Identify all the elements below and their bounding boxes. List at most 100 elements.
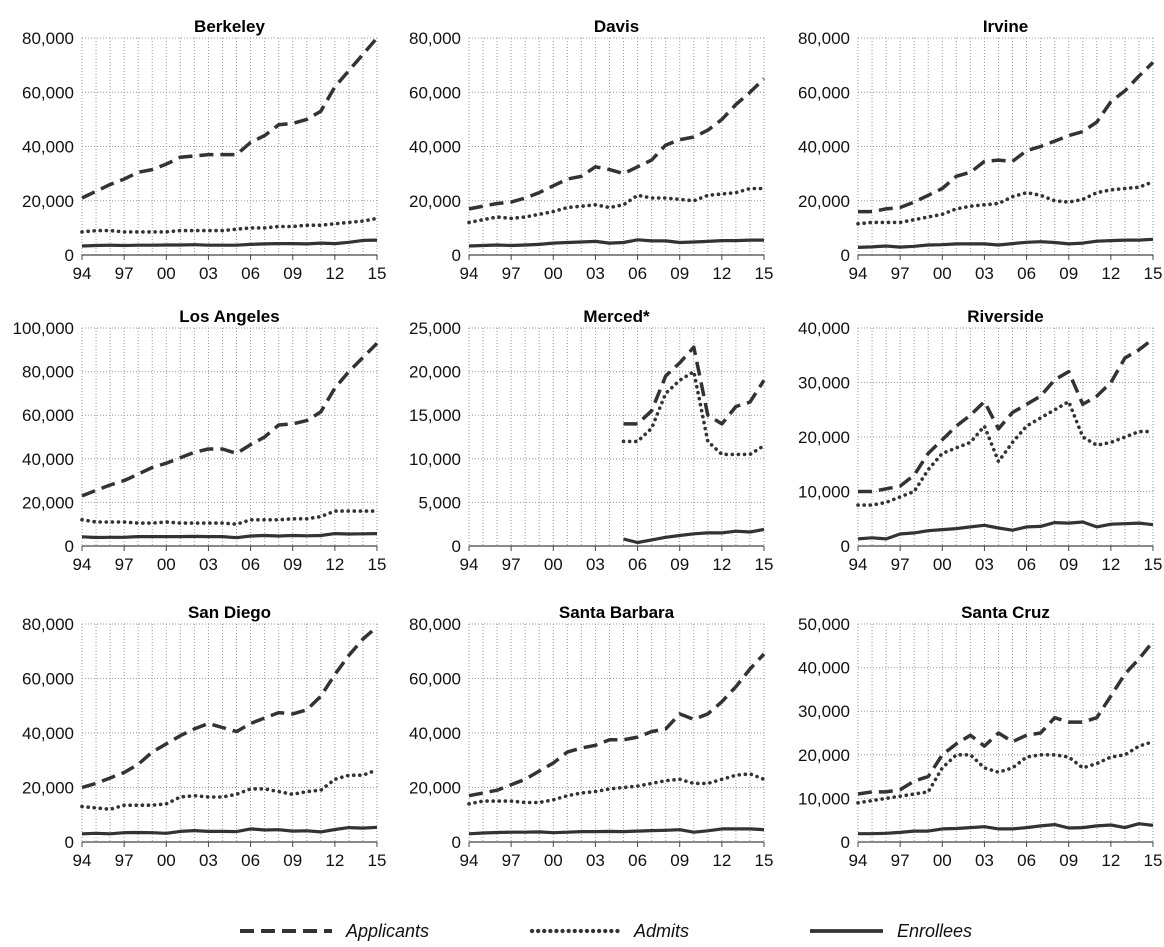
x-tick-label: 03 — [586, 851, 605, 870]
series-line-enrollees — [81, 238, 378, 248]
x-tick-label: 97 — [502, 851, 521, 870]
y-tick-label: 80,000 — [22, 615, 74, 634]
y-tick-label: 40,000 — [22, 450, 74, 469]
y-tick-label: 0 — [452, 246, 461, 265]
x-tick-label: 06 — [1017, 555, 1036, 574]
x-tick-label: 12 — [1101, 555, 1120, 574]
x-tick-label: 12 — [325, 851, 344, 870]
series-line-applicants — [81, 36, 379, 200]
y-tick-label: 10,000 — [798, 483, 850, 502]
x-tick-label: 12 — [325, 555, 344, 574]
x-tick-label: 94 — [73, 264, 92, 283]
x-tick-label: 06 — [1017, 851, 1036, 870]
y-tick-label: 40,000 — [798, 138, 850, 157]
x-tick-label: 09 — [283, 851, 302, 870]
x-tick-label: 97 — [115, 555, 134, 574]
series-line-admits — [467, 772, 766, 806]
y-tick-label: 100,000 — [13, 319, 74, 338]
panel-riverside: 0 10,000 20,000 30,000 40,000 94 97 00 03 06 09 12 1… — [798, 307, 1162, 574]
y-tick-label: 20,000 — [409, 363, 461, 382]
x-tick-label: 97 — [115, 264, 134, 283]
x-tick-label: 94 — [849, 555, 868, 574]
y-tick-label: 0 — [841, 246, 850, 265]
x-tick-label: 09 — [670, 851, 689, 870]
x-tick-label: 15 — [1144, 851, 1163, 870]
series-line-enrollees — [81, 532, 378, 540]
y-tick-label: 0 — [65, 246, 74, 265]
x-tick-label: 06 — [241, 851, 260, 870]
series-line-enrollees — [857, 237, 1154, 249]
panel-title: San Diego — [188, 603, 271, 622]
series-line-admits — [856, 399, 1155, 507]
x-tick-label: 00 — [933, 851, 952, 870]
panel-title: Davis — [594, 17, 639, 36]
series-line-applicants — [858, 337, 1155, 494]
x-tick-label: 00 — [157, 555, 176, 574]
panel-los-angeles: 0 20,000 40,000 60,000 80,000 100,000 94 97 00 03… — [13, 307, 387, 574]
x-tick-label: 97 — [891, 555, 910, 574]
y-tick-label: 40,000 — [409, 724, 461, 743]
x-tick-label: 00 — [544, 555, 563, 574]
x-tick-label: 06 — [628, 555, 647, 574]
x-tick-label: 15 — [1144, 555, 1163, 574]
y-tick-label: 30,000 — [798, 702, 850, 721]
x-tick-label: 97 — [115, 851, 134, 870]
x-tick-label: 03 — [975, 851, 994, 870]
y-tick-label: 20,000 — [409, 192, 461, 211]
x-tick-label: 03 — [586, 264, 605, 283]
panel-title: Riverside — [967, 307, 1044, 326]
panel-title: Los Angeles — [179, 307, 279, 326]
x-tick-label: 00 — [544, 264, 563, 283]
y-tick-label: 20,000 — [22, 192, 74, 211]
y-tick-label: 0 — [452, 537, 461, 556]
y-tick-label: 40,000 — [798, 319, 850, 338]
series-line-applicants — [468, 652, 766, 798]
series-line-enrollees — [468, 238, 764, 248]
x-tick-label: 15 — [368, 851, 387, 870]
series-line-enrollees — [623, 527, 765, 545]
y-tick-label: 80,000 — [798, 29, 850, 48]
x-tick-label: 09 — [283, 555, 302, 574]
x-tick-label: 09 — [670, 555, 689, 574]
x-tick-label: 97 — [891, 264, 910, 283]
y-tick-label: 80,000 — [409, 615, 461, 634]
panel-santa-cruz: 0 10,000 20,000 30,000 40,000 50,000 94 97 00 03 0… — [798, 603, 1162, 870]
y-tick-label: 10,000 — [798, 789, 850, 808]
series-line-applicants — [468, 77, 766, 211]
y-tick-label: 40,000 — [798, 659, 850, 678]
x-tick-label: 97 — [891, 851, 910, 870]
x-tick-label: 94 — [73, 555, 92, 574]
series-line-applicants — [81, 342, 379, 498]
x-tick-label: 94 — [460, 851, 479, 870]
x-tick-label: 12 — [712, 264, 731, 283]
x-tick-label: 94 — [849, 264, 868, 283]
x-tick-label: 97 — [502, 555, 521, 574]
x-tick-label: 06 — [241, 264, 260, 283]
y-tick-label: 80,000 — [22, 363, 74, 382]
x-tick-label: 15 — [755, 851, 774, 870]
y-tick-label: 20,000 — [798, 192, 850, 211]
y-tick-label: 0 — [65, 833, 74, 852]
y-tick-label: 60,000 — [22, 83, 74, 102]
y-tick-label: 20,000 — [22, 779, 74, 798]
x-tick-label: 15 — [1144, 264, 1163, 283]
y-tick-label: 0 — [841, 833, 850, 852]
y-tick-label: 0 — [841, 537, 850, 556]
y-tick-label: 50,000 — [798, 615, 850, 634]
x-tick-label: 09 — [1059, 264, 1078, 283]
y-tick-label: 20,000 — [798, 746, 850, 765]
x-tick-label: 09 — [1059, 851, 1078, 870]
panel-davis: 0 20,000 40,000 60,000 80,000 94 97 00 03 06 09 12 1… — [409, 17, 773, 283]
y-tick-label: 80,000 — [409, 29, 461, 48]
x-tick-label: 94 — [73, 851, 92, 870]
legend-label-applicants: Applicants — [345, 921, 429, 941]
panel-san-diego: 0 20,000 40,000 60,000 80,000 94 97 00 03 06 09 12 1… — [22, 603, 386, 870]
x-tick-label: 06 — [628, 851, 647, 870]
series-line-admits — [467, 186, 766, 225]
x-tick-label: 94 — [849, 851, 868, 870]
legend: Applicants Admits Enrollees — [240, 921, 972, 941]
x-tick-label: 15 — [755, 555, 774, 574]
x-tick-label: 06 — [241, 555, 260, 574]
x-tick-label: 00 — [933, 264, 952, 283]
panel-berkeley: 0 20,000 40,000 60,000 80,000 94 97 00 03 06 09 12 1… — [22, 17, 386, 283]
